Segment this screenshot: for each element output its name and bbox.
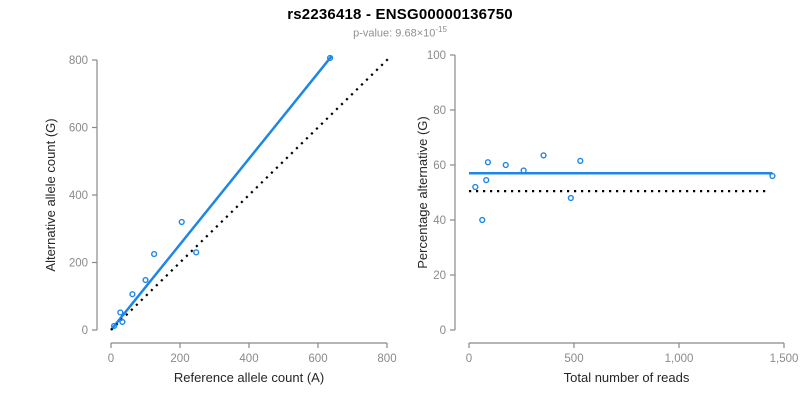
y-axis-title: Alternative allele count (G) (43, 118, 58, 271)
y-tick-label: 20 (433, 270, 446, 282)
y-tick-label: 40 (433, 215, 446, 227)
data-point (577, 157, 584, 164)
x-tick-label: 400 (239, 353, 258, 365)
p-value-label: p-value: (353, 27, 396, 40)
data-point (769, 172, 776, 180)
p-value-base: 9.68×10 (395, 27, 436, 40)
figure-subtitle: p-value: 9.68×10-15 (0, 25, 800, 40)
y-tick-label: 0 (440, 325, 446, 337)
x-tick-label: 500 (564, 353, 583, 365)
data-point (142, 276, 149, 284)
y-tick-label: 60 (433, 160, 446, 172)
data-point (520, 167, 527, 174)
x-tick-label: 0 (466, 353, 472, 365)
figure-title: rs2236418 - ENSG00000136750 (287, 6, 513, 23)
data-point (151, 250, 158, 258)
data-point (119, 318, 126, 326)
data-point (178, 218, 185, 226)
y-tick-label: 800 (69, 55, 88, 67)
data-point (472, 183, 479, 191)
x-axis-title: Reference allele count (A) (174, 370, 324, 385)
data-point (193, 249, 200, 256)
y-tick-label: 0 (82, 325, 88, 337)
data-point (567, 194, 574, 202)
data-point (326, 54, 334, 62)
percentage-reads-panel: 0 500 1,000 1,500 Total number of reads 0 20 40… (415, 50, 798, 385)
data-point (129, 291, 136, 298)
data-point (117, 309, 124, 316)
x-tick-label: 200 (170, 353, 189, 365)
data-point (502, 161, 509, 169)
x-tick-label: 800 (377, 353, 396, 365)
data-point (479, 216, 486, 224)
x-axis-title: Total number of reads (564, 370, 690, 385)
data-point (483, 177, 490, 184)
y-tick-label: 200 (69, 258, 88, 270)
x-tick-label: 0 (108, 353, 114, 365)
x-tick-label: 1,500 (770, 353, 799, 365)
y-tick-label: 100 (427, 50, 446, 62)
data-point (484, 159, 492, 166)
allele-counts-panel: 0 200 400 600 800 Reference allele count (A) 0… (43, 54, 397, 385)
p-value-exponent: -15 (435, 25, 447, 34)
data-point (111, 322, 118, 330)
x-tick-label: 600 (308, 353, 327, 365)
x-tick-label: 1,000 (665, 353, 694, 365)
data-point (540, 152, 547, 159)
identity-line (110, 57, 390, 331)
y-tick-label: 80 (433, 105, 446, 117)
y-tick-label: 400 (69, 190, 88, 202)
y-axis-title: Percentage alternative (G) (415, 116, 430, 268)
fit-line (110, 55, 333, 331)
y-tick-label: 600 (69, 123, 88, 135)
